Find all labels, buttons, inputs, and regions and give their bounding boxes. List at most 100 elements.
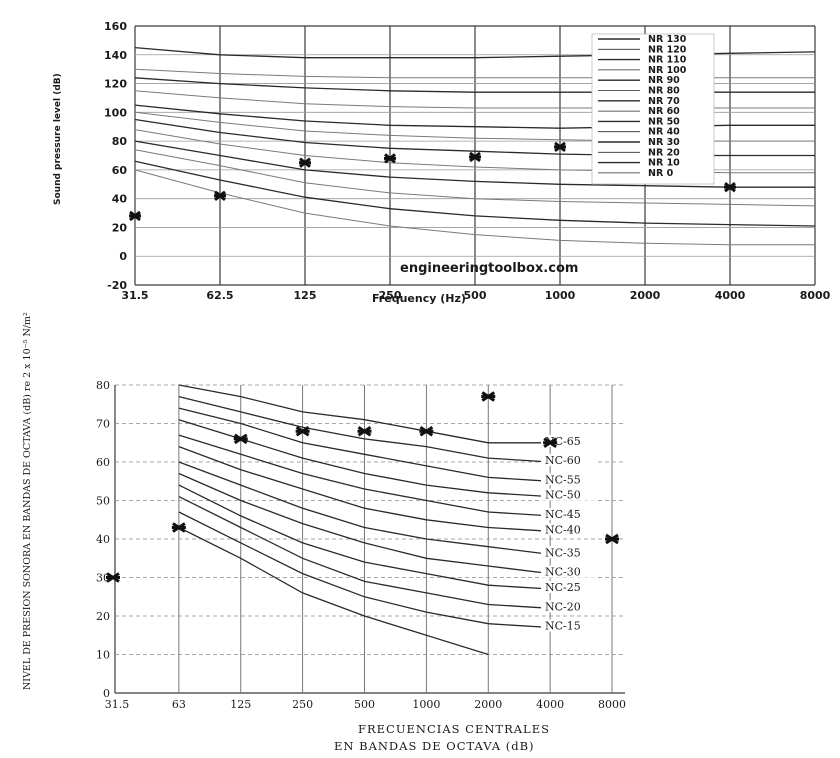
nc-curve <box>178 395 551 463</box>
nc-curve-label: NC-35 <box>545 546 581 559</box>
top-x-tick-label: 62.5 <box>206 289 233 302</box>
measured-point-marker <box>605 533 619 545</box>
nc-label-bg <box>541 473 597 486</box>
top-measured-points <box>129 130 736 222</box>
legend-entry: NR 50 <box>648 116 680 127</box>
top-x-tick-label: 31.5 <box>121 289 148 302</box>
bottom-y-tick-label: 50 <box>96 495 110 508</box>
nc-label-bg <box>541 581 597 594</box>
bottom-x-ticks: 31.5 63 125 250 500 1000 2000 4000 8000 <box>105 698 626 711</box>
top-x-tick-label: 4000 <box>715 289 746 302</box>
bottom-x-tick-label: 500 <box>354 698 375 711</box>
nc-curve <box>178 384 551 444</box>
measured-point-marker <box>469 151 481 163</box>
nc-label-bg <box>541 523 597 536</box>
measured-point-marker <box>106 572 120 583</box>
nc-curve <box>178 511 551 629</box>
measured-point-marker <box>233 433 248 445</box>
top-x-tick-label: 8000 <box>800 289 831 302</box>
bottom-x-tick-label: 31.5 <box>105 698 130 711</box>
nc-curve-label: NC-50 <box>545 489 581 502</box>
measured-point-marker <box>554 141 566 153</box>
bottom-y-tick-label: 20 <box>96 610 110 623</box>
nc-label-bg <box>541 619 597 632</box>
nc-curve-labels: NC-65NC-60NC-55NC-50NC-45NC-40NC-35NC-30… <box>541 434 597 633</box>
top-x-tick-label: 500 <box>464 289 487 302</box>
nc-curve-label: NC-25 <box>545 581 581 594</box>
bottom-y-tick-label: 10 <box>96 649 110 662</box>
top-x-axis-label: Frequency (Hz) <box>372 292 466 305</box>
legend-entry: NR 90 <box>648 75 680 86</box>
measured-point-marker <box>481 391 496 402</box>
top-y-tick-label: 20 <box>112 221 128 234</box>
nc-curve <box>178 472 551 575</box>
measured-point-marker <box>214 190 226 201</box>
legend-entry: NR 100 <box>648 65 687 76</box>
legend-entry: NR 40 <box>648 127 680 138</box>
nc-curve <box>178 526 489 656</box>
top-y-tick-label: 0 <box>119 250 127 263</box>
bottom-y-tick-label: 70 <box>96 418 110 431</box>
nr-curve <box>134 149 816 207</box>
bottom-y-axis-label: NIVEL DE PRESION SONORA EN BANDAS DE OCT… <box>22 312 33 690</box>
measured-point-marker <box>384 153 396 164</box>
bottom-x-tick-label: 1000 <box>412 698 440 711</box>
nc-curve-label: NC-30 <box>545 566 581 579</box>
legend-entry: NR 130 <box>648 34 687 45</box>
top-y-tick-label: 60 <box>112 164 128 177</box>
nc-label-bg <box>541 488 597 501</box>
top-y-tick-label: 40 <box>112 193 128 206</box>
bottom-x-tick-label: 8000 <box>598 698 626 711</box>
legend-entry: NR 80 <box>648 86 680 97</box>
bottom-x-tick-label: 4000 <box>536 698 564 711</box>
nc-curve <box>178 461 551 556</box>
nc-curve-label: NC-55 <box>545 473 581 486</box>
nc-curve <box>178 496 551 609</box>
legend-entry: NR 20 <box>648 147 680 158</box>
nc-label-bg <box>541 507 597 520</box>
nc-label-bg <box>541 454 597 466</box>
bottom-x-tick-label: 2000 <box>474 698 502 711</box>
measured-point-marker <box>129 210 141 222</box>
bottom-measured-points <box>106 391 619 583</box>
nc-curve-label: NC-40 <box>545 523 581 536</box>
legend-entry: NR 110 <box>648 55 687 66</box>
bottom-gridlines <box>115 384 625 693</box>
watermark-text: engineeringtoolbox.com <box>400 261 578 276</box>
top-y-axis-label: Sound pressure level (dB) <box>53 73 63 205</box>
bottom-y-tick-label: 60 <box>96 456 110 469</box>
nc-curve-label: NC-60 <box>545 454 581 467</box>
nc-label-bg <box>541 600 597 613</box>
legend-entry: NR 30 <box>648 137 680 148</box>
bottom-y-tick-label: 80 <box>96 379 110 392</box>
measured-point-marker <box>543 437 558 448</box>
top-y-tick-label: 160 <box>104 20 127 33</box>
top-y-tick-label: 100 <box>104 106 127 119</box>
top-y-tick-label: 140 <box>104 49 127 62</box>
legend-entry: NR 10 <box>648 158 680 169</box>
legend-entry: NR 70 <box>648 96 680 107</box>
bottom-x-axis-label-line1: FRECUENCIAS CENTRALES <box>358 722 550 736</box>
top-y-tick-label: -20 <box>107 279 127 292</box>
measured-point-marker <box>419 425 434 437</box>
top-x-tick-label: 1000 <box>545 289 576 302</box>
bottom-y-tick-label: 0 <box>103 687 110 700</box>
legend-entry: NR 120 <box>648 44 687 55</box>
bottom-x-axis-label-line2: EN BANDAS DE OCTAVA (dB) <box>334 739 535 753</box>
nc-label-bg <box>541 546 597 559</box>
bottom-x-tick-label: 250 <box>292 698 313 711</box>
nc-curves <box>178 384 551 656</box>
measured-point-marker <box>299 157 311 168</box>
nr-curve <box>134 140 815 188</box>
top-y-tick-label: 80 <box>112 135 128 148</box>
measured-point-marker <box>295 425 310 437</box>
nc-curve-label: NC-15 <box>545 620 581 633</box>
nr-curve <box>134 169 815 246</box>
legend-entry: NR 60 <box>648 106 680 117</box>
bottom-x-tick-label: 63 <box>172 698 186 711</box>
top-x-tick-label: 250 <box>379 289 402 302</box>
nc-label-bg <box>541 565 597 578</box>
